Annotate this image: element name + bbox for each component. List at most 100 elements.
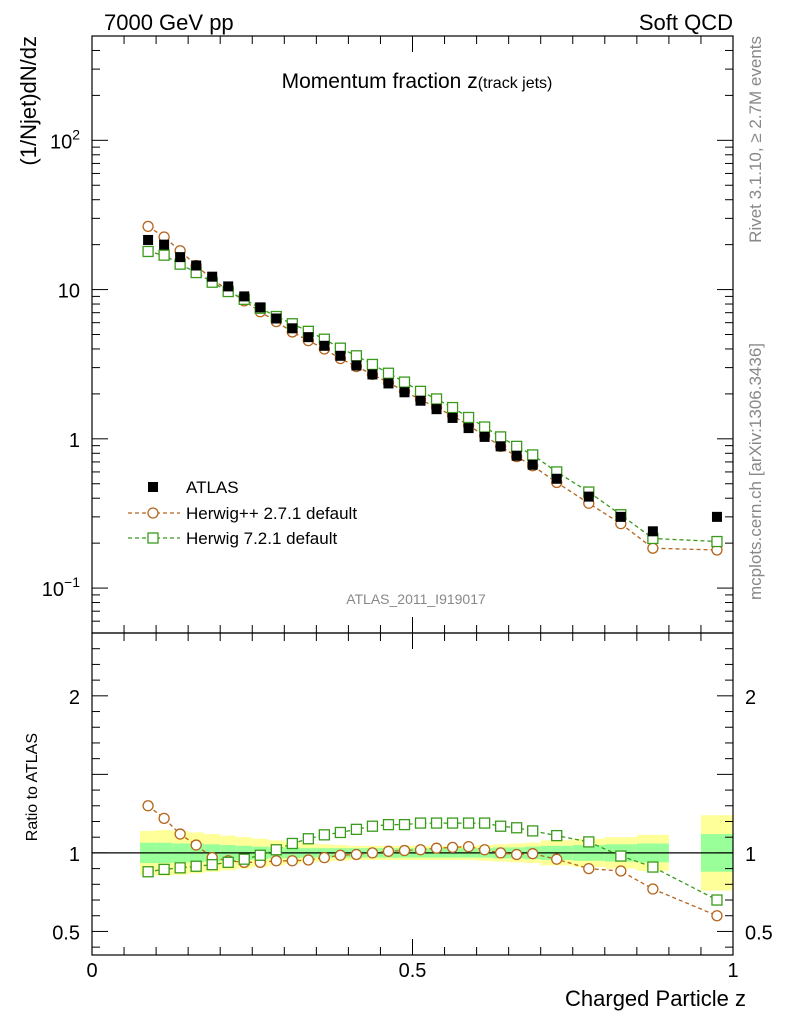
ratio-herwigpp-point (318, 851, 331, 864)
legend-label-herwig7: Herwig 7.2.1 default (186, 529, 337, 548)
main-herwig7-point (462, 411, 475, 424)
legend-entry-herwig7: Herwig 7.2.1 default (128, 529, 337, 548)
main-atlas-point (415, 395, 426, 406)
main-herwig7-point (511, 440, 523, 453)
header-left: 7000 GeV pp (104, 10, 234, 35)
ratio-y-tick-label-right: 0.5 (745, 922, 773, 944)
legend-entry-herwigpp: Herwig++ 2.7.1 default (128, 504, 357, 523)
main-herwig7-point (142, 245, 154, 258)
main-atlas-point (495, 441, 506, 452)
main-herwig7-point (350, 350, 363, 362)
ratio-herwigpp-point (350, 848, 363, 861)
main-atlas-point (447, 412, 458, 423)
ratio-herwigpp-point (382, 845, 395, 857)
main-herwig7-point (158, 249, 170, 261)
ratio-ticks (91, 632, 734, 955)
main-marks (142, 220, 723, 556)
ratio-herwig7-point (711, 894, 723, 906)
main-atlas-point (647, 526, 658, 537)
legend-marker-herwig7 (147, 532, 159, 544)
ratio-herwig7-point (142, 866, 154, 878)
ratio-herwig7-point (206, 859, 218, 871)
main-atlas-point (303, 332, 314, 343)
ratio-marks (142, 800, 723, 922)
header-right: Soft QCD (639, 10, 733, 35)
ratio-herwigpp-point (286, 855, 298, 867)
main-title: Momentum fraction z(track jets) (282, 70, 553, 93)
ratio-herwigpp-point (366, 847, 379, 859)
ratio-herwig7-point (583, 836, 595, 848)
main-atlas-point (255, 302, 266, 313)
ratio-herwig7-point (615, 850, 627, 862)
main-herwigpp-point (647, 542, 659, 554)
main-atlas-point (175, 252, 186, 263)
legend: ATLAS Herwig++ 2.7.1 default Herwig 7.2.… (128, 478, 357, 548)
main-atlas-point (383, 378, 394, 389)
main-atlas-point (239, 291, 250, 302)
legend-entry-atlas: ATLAS (148, 478, 239, 497)
x-axis-label: Charged Particle z (565, 986, 746, 1011)
ratio-herwig7-point (286, 837, 298, 850)
main-atlas-point (319, 340, 330, 351)
main-herwig7-point (398, 376, 411, 388)
ratio-y-tick-labels: 0.5 0.5 1 1 2 2 (52, 687, 773, 945)
ratio-herwig7-point (350, 823, 363, 835)
main-y-tick-label: 102 (50, 126, 80, 153)
ratio-herwig7-point (302, 833, 314, 845)
ratio-herwigpp-point (142, 800, 154, 812)
main-herwig7-point (430, 393, 443, 405)
main-atlas-point (551, 473, 562, 484)
main-y-tick-label: 1 (69, 430, 80, 452)
main-herwig7-point (711, 535, 723, 548)
x-tick-label: 0.5 (399, 960, 427, 982)
ratio-herwig7-point (238, 853, 250, 865)
ratio-herwig7-point (318, 829, 331, 841)
legend-marker-herwigpp (147, 507, 159, 519)
ratio-herwig7-point (382, 818, 395, 831)
x-tick-label: 0 (86, 960, 97, 982)
main-atlas-point (351, 360, 362, 371)
main-atlas-point (191, 260, 202, 271)
main-panel: 10−1 1 10 102 Momentum fraction z(track jet… (16, 35, 734, 634)
main-herwig7-point (366, 358, 379, 371)
analysis-watermark: ATLAS_2011_I919017 (346, 591, 486, 607)
ratio-frame (91, 632, 734, 956)
main-y-tick-labels: 10−1 1 10 102 (42, 126, 80, 601)
ratio-herwigpp-point (711, 910, 723, 922)
legend-label-atlas: ATLAS (186, 478, 239, 497)
main-y-tick-label: 10−1 (42, 574, 80, 601)
ratio-herwig7-point (174, 862, 186, 874)
ratio-panel: 0.5 0.51 12 2 0 0.5 1 Ratio to ATLAS Charged … (24, 632, 773, 1011)
main-herwig7-point (414, 385, 427, 398)
main-herwigpp-line (147, 225, 718, 551)
ratio-herwigpp-point (446, 841, 459, 854)
ratio-herwig7-point (430, 817, 443, 829)
main-atlas-point (143, 234, 154, 245)
ratio-y-tick-label-left: 0.5 (52, 922, 80, 944)
ratio-herwigpp-point (462, 840, 475, 853)
ratio-herwigpp-point (494, 847, 507, 859)
ratio-herwigpp-point (511, 848, 523, 861)
main-y-tick-label: 10 (58, 281, 80, 303)
main-herwig7-point (494, 431, 507, 443)
ratio-herwig7-point (527, 825, 539, 837)
main-y-axis-label: (1/Njet)dN/dz (16, 36, 41, 166)
ratio-herwigpp-point (190, 839, 202, 851)
ratio-herwig7-point (254, 849, 266, 861)
main-herwig7-point (478, 421, 491, 433)
ratio-herwig7-point (647, 861, 659, 873)
ratio-herwigpp-point (551, 853, 563, 865)
ratio-y-tick-label-right: 1 (745, 844, 756, 866)
main-herwig7-point (527, 449, 539, 461)
main-atlas-point (287, 323, 298, 334)
main-herwigpp-point (142, 220, 154, 233)
ratio-herwigpp-point (174, 828, 186, 840)
main-atlas-point (583, 491, 594, 502)
main-herwig7-point (446, 401, 459, 414)
ratio-herwig7-point (366, 820, 379, 832)
ratio-herwig7-point (398, 818, 411, 831)
main-atlas-point (159, 239, 170, 250)
ratio-herwig7-point (446, 817, 459, 829)
main-ticks (91, 35, 734, 634)
ratio-herwigpp-point (398, 844, 411, 857)
